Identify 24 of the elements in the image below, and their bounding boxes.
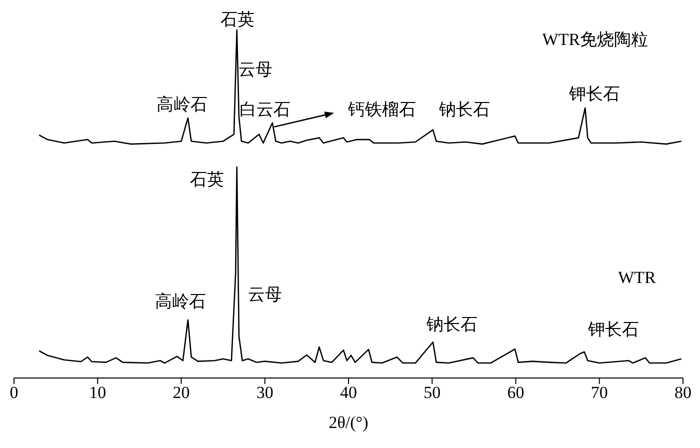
x-axis-title: 2θ/(°) xyxy=(328,413,368,432)
x-tick-label: 30 xyxy=(256,383,274,402)
annotation: 石英 xyxy=(190,170,224,189)
x-tick-label: 20 xyxy=(172,383,190,402)
annotation: WTR xyxy=(618,268,657,287)
annotation: 白云石 xyxy=(239,100,290,119)
text: 石英 xyxy=(220,10,254,30)
x-tick-label: 10 xyxy=(89,383,106,402)
annotation: 钾长石 xyxy=(587,320,640,339)
annotation: 钠长石 xyxy=(438,100,490,119)
annotation: 云母 xyxy=(248,285,282,304)
x-tick-label: 70 xyxy=(590,383,608,402)
annotation: 高岭石 xyxy=(154,292,206,311)
annotation: 钙铁榴石 xyxy=(346,100,416,119)
annotation: 高岭石 xyxy=(156,94,208,114)
annotation: 钾长石 xyxy=(568,84,620,104)
annotation: 钠长石 xyxy=(426,314,478,334)
x-tick-label: 0 xyxy=(10,383,18,402)
x-tick-label: 50 xyxy=(424,383,441,402)
x-tick-label: 40 xyxy=(340,383,357,402)
x-tick-label: 60 xyxy=(507,383,524,402)
annotation: 云母 xyxy=(238,60,273,80)
annotation: WTR免烧陶粒 xyxy=(542,30,648,49)
x-tick-label: 80 xyxy=(674,383,692,402)
